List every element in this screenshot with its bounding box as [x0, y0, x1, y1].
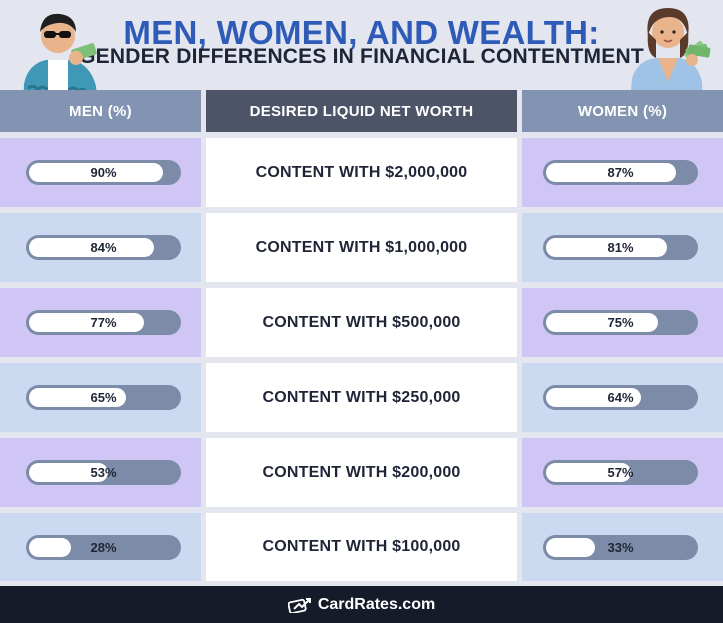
- men-bar-fill: [29, 313, 144, 332]
- women-bar: 75%: [543, 310, 698, 335]
- women-bar-fill: [546, 163, 676, 182]
- women-bar-label: 33%: [607, 540, 634, 555]
- men-bar-fill: [29, 538, 71, 557]
- net-worth-label: CONTENT WITH $200,000: [262, 463, 461, 481]
- women-bar: 87%: [543, 160, 698, 185]
- men-column-header: MEN (%): [0, 90, 201, 132]
- men-header-label: MEN (%): [69, 102, 132, 120]
- women-bar: 81%: [543, 235, 698, 260]
- net-worth-cell: CONTENT WITH $1,000,000: [206, 213, 517, 282]
- women-bar-fill: [546, 388, 641, 407]
- women-cell: 81%: [522, 213, 723, 282]
- men-bar: 28%: [26, 535, 181, 560]
- women-bar-fill: [546, 538, 595, 557]
- women-header-label: WOMEN (%): [577, 102, 668, 120]
- men-bar-fill: [29, 388, 126, 407]
- men-bar-fill: [29, 238, 154, 257]
- women-cell: 75%: [522, 288, 723, 357]
- title-area: MEN, WOMEN, AND WEALTH: GENDER DIFFERENC…: [0, 0, 723, 90]
- net-worth-label: CONTENT WITH $1,000,000: [255, 238, 468, 256]
- women-cell: 33%: [522, 513, 723, 581]
- men-bar-label: 90%: [90, 165, 117, 180]
- men-bar-label: 53%: [90, 465, 117, 480]
- men-bar: 90%: [26, 160, 181, 185]
- women-bar-fill: [546, 463, 631, 482]
- men-cell: 65%: [0, 363, 201, 432]
- net-worth-label: CONTENT WITH $2,000,000: [255, 163, 468, 181]
- net-worth-cell: CONTENT WITH $100,000: [206, 513, 517, 581]
- men-cell: 84%: [0, 213, 201, 282]
- women-cell: 64%: [522, 363, 723, 432]
- men-bar-label: 84%: [90, 240, 117, 255]
- cardrates-logo-icon: [287, 597, 311, 613]
- net-worth-cell: CONTENT WITH $200,000: [206, 438, 517, 507]
- women-cell: 87%: [522, 138, 723, 207]
- men-cell: 28%: [0, 513, 201, 581]
- women-column-header: WOMEN (%): [522, 90, 723, 132]
- net-worth-cell: CONTENT WITH $500,000: [206, 288, 517, 357]
- net-worth-label: CONTENT WITH $250,000: [262, 388, 461, 406]
- men-cell: 77%: [0, 288, 201, 357]
- women-bar-label: 75%: [607, 315, 634, 330]
- net-worth-cell: CONTENT WITH $250,000: [206, 363, 517, 432]
- net-worth-header-label: DESIRED LIQUID NET WORTH: [249, 102, 474, 120]
- men-bar-label: 28%: [90, 540, 117, 555]
- women-cell: 57%: [522, 438, 723, 507]
- men-bar: 65%: [26, 385, 181, 410]
- men-bar: 84%: [26, 235, 181, 260]
- page-subtitle: GENDER DIFFERENCES IN FINANCIAL CONTENTM…: [79, 45, 644, 68]
- net-worth-label: CONTENT WITH $100,000: [262, 538, 461, 555]
- men-bar-label: 65%: [90, 390, 117, 405]
- women-bar-label: 87%: [607, 165, 634, 180]
- net-worth-cell: CONTENT WITH $2,000,000: [206, 138, 517, 207]
- footer: CardRates.com: [0, 586, 723, 623]
- page-title: MEN, WOMEN, AND WEALTH:: [123, 14, 600, 51]
- men-bar-fill: [29, 163, 163, 182]
- women-bar-label: 64%: [607, 390, 634, 405]
- men-bar-label: 77%: [90, 315, 117, 330]
- women-bar-label: 81%: [607, 240, 634, 255]
- women-bar-fill: [546, 313, 658, 332]
- women-bar-fill: [546, 238, 667, 257]
- women-bar: 33%: [543, 535, 698, 560]
- women-bar-label: 57%: [607, 465, 634, 480]
- men-bar: 53%: [26, 460, 181, 485]
- net-worth-column-header: DESIRED LIQUID NET WORTH: [206, 90, 517, 132]
- men-bar-fill: [29, 463, 108, 482]
- net-worth-label: CONTENT WITH $500,000: [262, 313, 461, 331]
- men-cell: 53%: [0, 438, 201, 507]
- women-bar: 64%: [543, 385, 698, 410]
- men-bar: 77%: [26, 310, 181, 335]
- women-bar: 57%: [543, 460, 698, 485]
- footer-brand: CardRates.com: [317, 595, 436, 613]
- men-cell: 90%: [0, 138, 201, 207]
